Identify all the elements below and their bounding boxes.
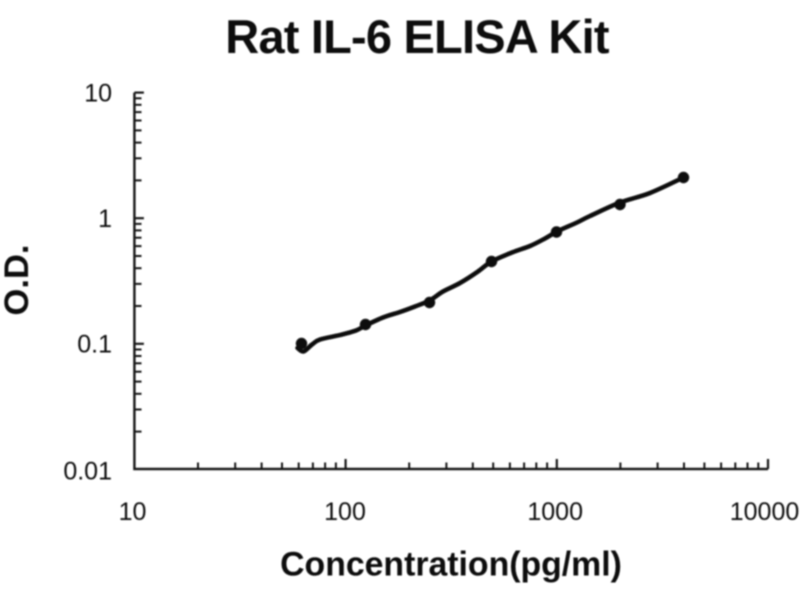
svg-text:0.1: 0.1 (77, 331, 112, 359)
svg-text:0.01: 0.01 (63, 458, 112, 486)
svg-text:1000: 1000 (527, 498, 583, 526)
svg-text:100: 100 (324, 498, 366, 526)
svg-text:O.D.: O.D. (0, 245, 36, 316)
svg-text:1: 1 (98, 205, 112, 233)
svg-text:10: 10 (84, 80, 112, 108)
svg-text:Concentration(pg/ml): Concentration(pg/ml) (280, 546, 622, 584)
svg-text:10: 10 (119, 498, 147, 526)
svg-text:Rat IL-6 ELISA Kit: Rat IL-6 ELISA Kit (225, 10, 610, 63)
svg-text:10000: 10000 (730, 498, 800, 526)
